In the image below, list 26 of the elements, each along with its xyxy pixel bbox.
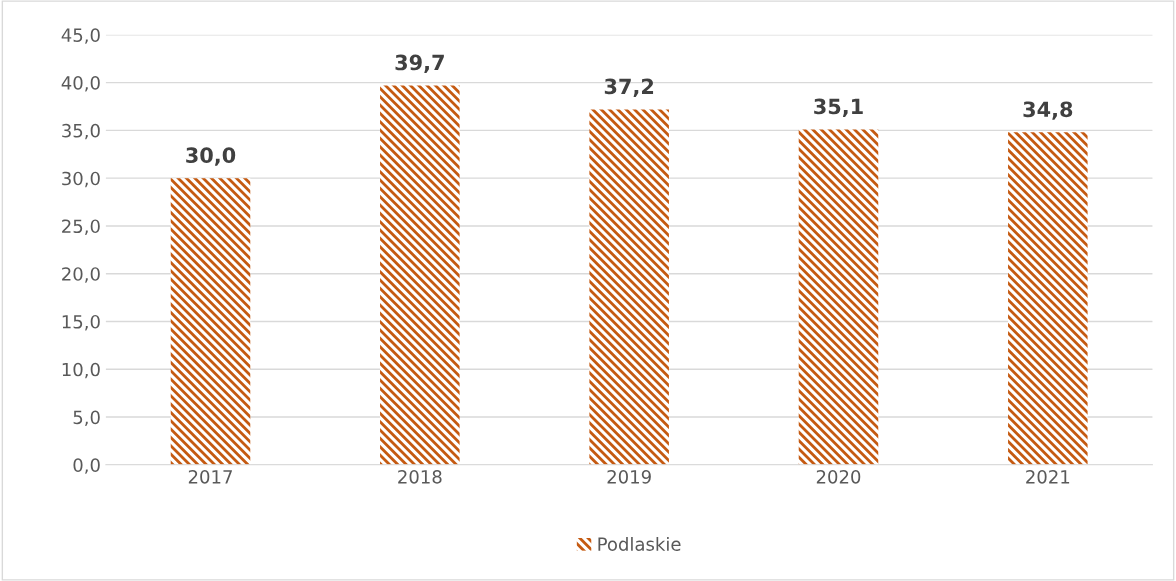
text: 34,8 bbox=[1023, 101, 1073, 120]
legend-label: Podlaskie bbox=[598, 536, 681, 551]
bar bbox=[589, 109, 669, 465]
text: 30,0 bbox=[186, 147, 236, 166]
bar bbox=[380, 85, 460, 465]
bar bbox=[1008, 132, 1088, 465]
y-tick-label: 10,0 bbox=[62, 362, 100, 379]
y-tick-label: 45,0 bbox=[61, 28, 100, 44]
x-tick-label: 2020 bbox=[816, 469, 861, 484]
y-tick-label: 5,0 bbox=[73, 410, 100, 426]
text: 35,1 bbox=[814, 98, 863, 117]
y-tick-label: 20,0 bbox=[62, 267, 100, 283]
y-tick-label: 30,0 bbox=[62, 171, 100, 188]
y-tick-label: 0,0 bbox=[73, 458, 100, 474]
bar bbox=[170, 178, 251, 465]
text: 39,7 bbox=[395, 54, 444, 74]
x-tick-label: 2019 bbox=[607, 469, 651, 484]
x-tick-label: 2021 bbox=[1026, 469, 1070, 484]
text: 37,2 bbox=[604, 78, 654, 97]
bar bbox=[798, 129, 879, 465]
y-tick-label: 35,0 bbox=[62, 123, 100, 140]
y-tick-label: 25,0 bbox=[62, 219, 100, 235]
y-tick-label: 40,0 bbox=[61, 76, 100, 92]
x-tick-label: 2018 bbox=[398, 469, 442, 484]
x-tick-label: 2017 bbox=[188, 469, 232, 484]
y-tick-label: 15,0 bbox=[62, 314, 100, 331]
